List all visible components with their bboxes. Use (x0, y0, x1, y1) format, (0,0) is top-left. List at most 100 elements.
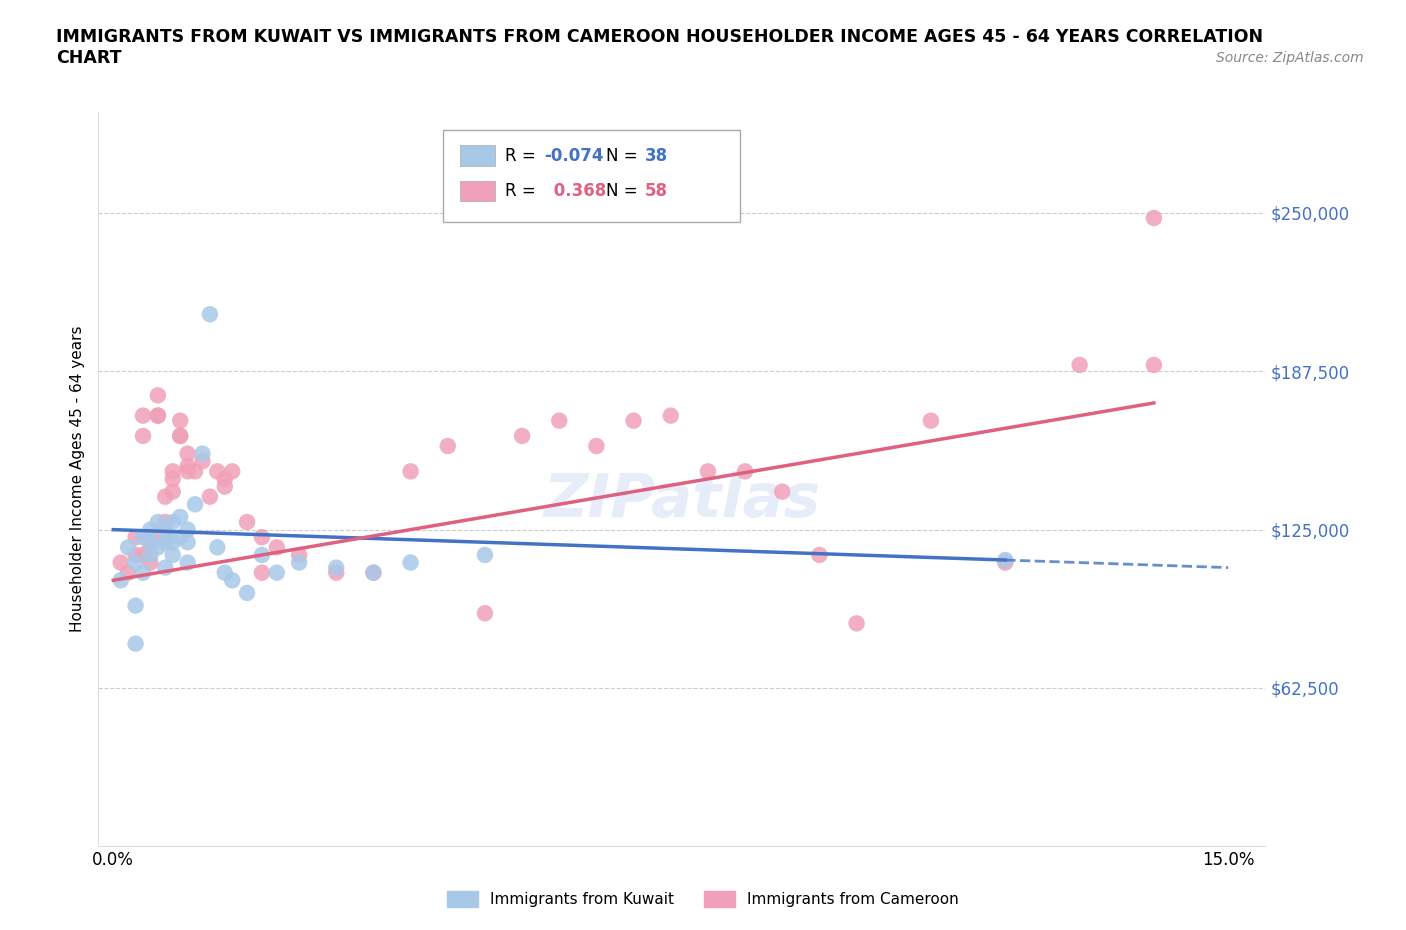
Point (139, 548, 162, 563)
Point (176, 555, 198, 570)
Point (146, 408, 169, 423)
Point (399, 555, 422, 570)
Point (659, 408, 682, 423)
Point (236, 586, 259, 601)
Point (162, 514, 184, 529)
Text: 58: 58 (644, 182, 668, 200)
Y-axis label: Householder Income Ages 45 - 64 years: Householder Income Ages 45 - 64 years (69, 326, 84, 632)
Point (169, 510, 191, 525)
Text: ZIPatlas: ZIPatlas (543, 472, 821, 530)
Point (162, 535, 184, 550)
Point (169, 530, 191, 545)
Point (214, 472, 236, 486)
Text: R =: R = (505, 182, 540, 200)
Point (207, 540, 229, 555)
Point (1069, 357, 1091, 372)
Point (162, 464, 184, 479)
Point (155, 535, 177, 550)
Point (236, 514, 259, 529)
Point (139, 530, 162, 545)
Point (162, 472, 184, 486)
Point (436, 439, 458, 454)
Point (139, 522, 162, 537)
Point (221, 464, 243, 479)
Point (110, 555, 132, 570)
Point (169, 429, 191, 444)
Point (1143, 210, 1166, 225)
Point (176, 522, 198, 537)
Point (214, 479, 236, 494)
Point (734, 464, 756, 479)
Point (585, 439, 607, 454)
Point (132, 429, 155, 444)
Point (207, 464, 229, 479)
FancyBboxPatch shape (443, 130, 741, 222)
Point (169, 413, 191, 428)
Point (325, 565, 347, 580)
Point (198, 307, 221, 322)
Point (198, 489, 221, 504)
Point (139, 555, 162, 570)
Point (132, 565, 155, 580)
Text: N =: N = (606, 182, 643, 200)
Text: 0.368: 0.368 (548, 182, 606, 200)
Point (191, 454, 214, 469)
Point (920, 413, 942, 428)
Point (132, 530, 155, 545)
Point (132, 548, 155, 563)
Point (176, 464, 198, 479)
Text: -0.074: -0.074 (544, 147, 603, 165)
Point (221, 573, 243, 588)
Point (176, 446, 198, 461)
Point (325, 560, 347, 575)
Point (288, 555, 311, 570)
Text: N =: N = (606, 147, 643, 165)
Point (363, 565, 385, 580)
Point (110, 573, 132, 588)
Point (994, 552, 1017, 567)
Point (146, 408, 169, 423)
Point (548, 413, 571, 428)
Point (146, 514, 169, 529)
Point (146, 540, 169, 555)
Point (146, 388, 169, 403)
Point (994, 555, 1017, 570)
Point (162, 548, 184, 563)
Point (363, 565, 385, 580)
FancyBboxPatch shape (460, 145, 495, 166)
Point (139, 535, 162, 550)
Point (288, 548, 311, 563)
Point (124, 555, 146, 570)
Point (266, 565, 288, 580)
Legend: Immigrants from Kuwait, Immigrants from Cameroon: Immigrants from Kuwait, Immigrants from … (441, 884, 965, 913)
Point (845, 616, 868, 631)
Text: R =: R = (505, 147, 540, 165)
Point (132, 408, 155, 423)
Point (697, 464, 720, 479)
Point (155, 489, 177, 504)
Point (250, 530, 273, 545)
Point (176, 458, 198, 473)
Point (139, 540, 162, 555)
Point (510, 429, 533, 444)
Point (1143, 357, 1166, 372)
Point (124, 530, 146, 545)
Point (117, 565, 139, 580)
Point (808, 548, 831, 563)
Point (124, 598, 146, 613)
Point (474, 548, 496, 563)
Point (770, 485, 793, 499)
Point (155, 514, 177, 529)
Point (124, 548, 146, 563)
Point (155, 522, 177, 537)
Point (399, 464, 422, 479)
Point (162, 485, 184, 499)
Point (184, 497, 207, 512)
Point (176, 535, 198, 550)
Point (155, 560, 177, 575)
Text: Source: ZipAtlas.com: Source: ZipAtlas.com (1216, 51, 1364, 65)
Text: IMMIGRANTS FROM KUWAIT VS IMMIGRANTS FROM CAMEROON HOUSEHOLDER INCOME AGES 45 - : IMMIGRANTS FROM KUWAIT VS IMMIGRANTS FRO… (56, 28, 1264, 67)
Point (184, 464, 207, 479)
Point (250, 565, 273, 580)
Point (169, 429, 191, 444)
